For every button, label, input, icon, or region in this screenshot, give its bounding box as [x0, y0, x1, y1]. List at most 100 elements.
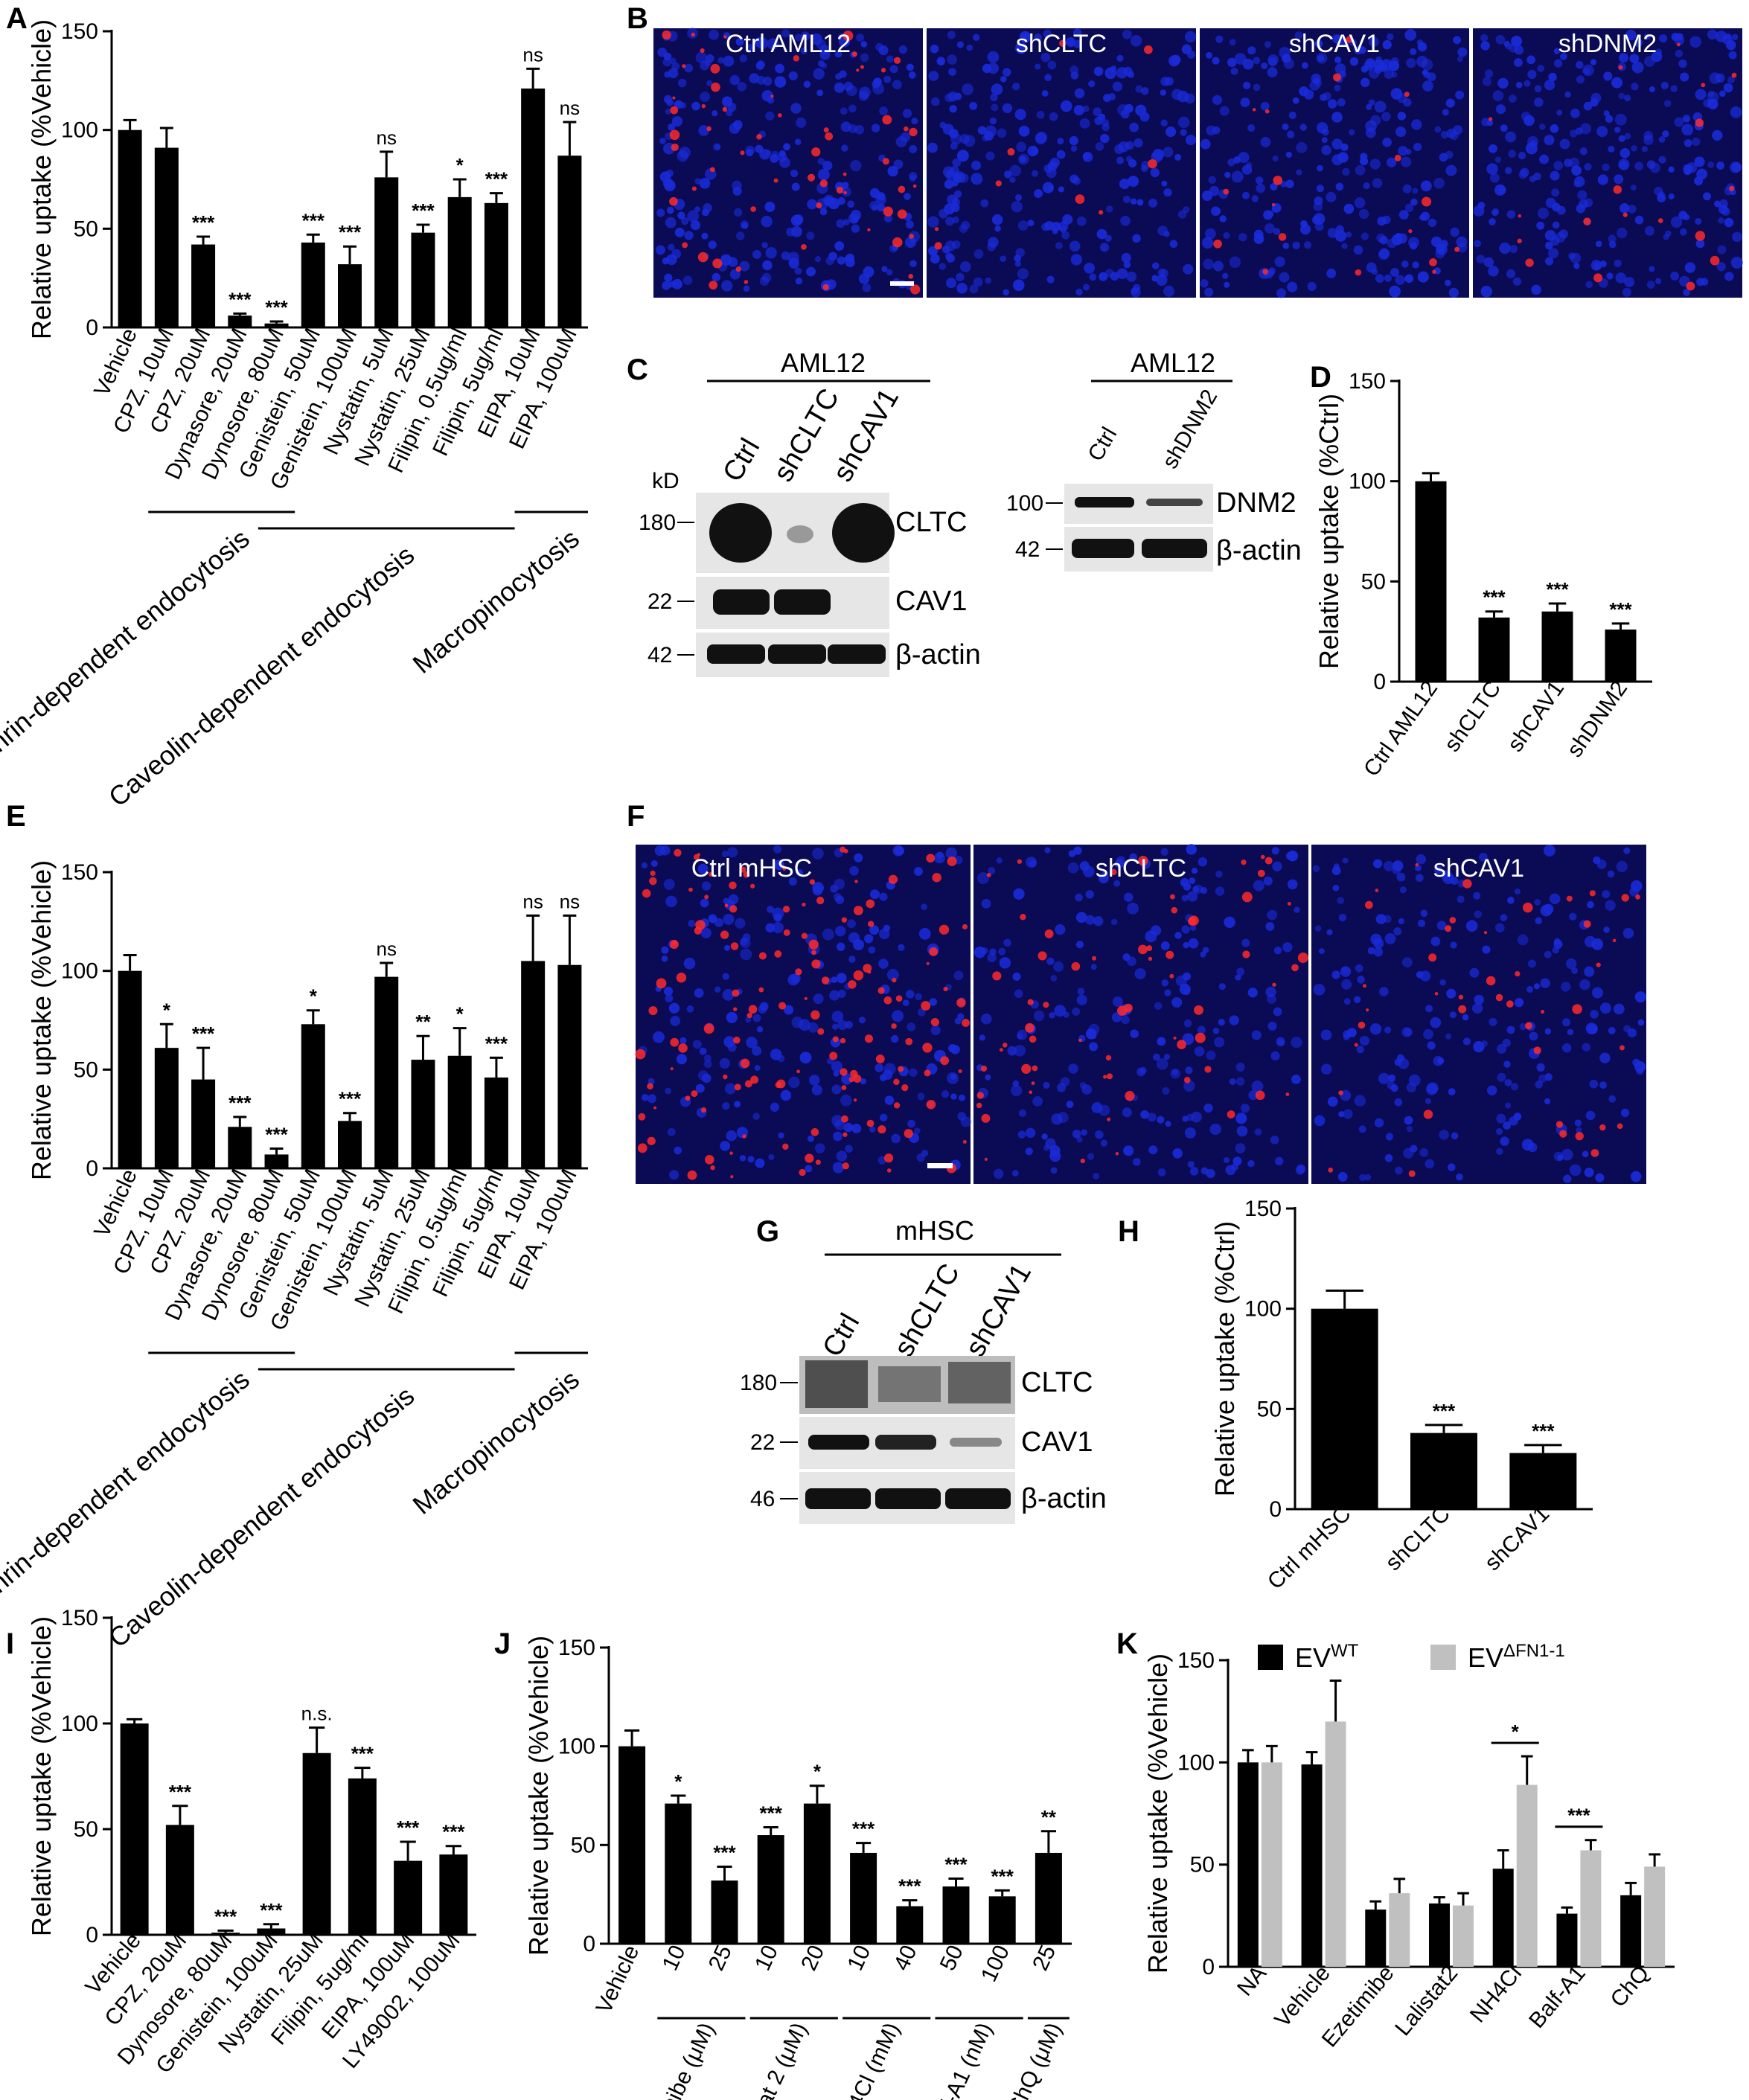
nucleus-dot [773, 845, 782, 854]
nucleus-dot [1314, 925, 1322, 932]
ev-signal-dot [758, 952, 767, 960]
ev-signal-dot [730, 1175, 734, 1179]
nucleus-dot [1204, 287, 1214, 297]
nucleus-dot [1256, 183, 1266, 193]
bar [988, 1896, 1016, 1944]
nucleus-dot [1607, 870, 1615, 878]
nucleus-dot [1403, 97, 1412, 107]
panel-letter-i: I [6, 1627, 14, 1660]
nucleus-dot [1509, 245, 1518, 254]
nucleus-dot [840, 107, 848, 115]
nucleus-dot [837, 196, 845, 205]
nucleus-dot [1375, 914, 1387, 925]
nucleus-dot [1200, 951, 1206, 958]
ev-signal-dot [883, 996, 892, 1005]
nucleus-dot [1619, 148, 1631, 159]
nucleus-dot [1177, 116, 1190, 129]
nucleus-dot [1373, 947, 1384, 957]
ev-signal-dot [810, 1128, 819, 1136]
ev-signal-dot [926, 961, 930, 966]
nucleus-dot [788, 71, 798, 81]
nucleus-dot [997, 128, 1007, 138]
ev-signal-dot [647, 1083, 653, 1089]
ev-signal-dot [740, 866, 746, 873]
nucleus-dot [1231, 170, 1244, 183]
bar [521, 88, 546, 328]
nucleus-dot [840, 121, 851, 132]
nucleus-dot [1189, 1167, 1199, 1176]
nucleus-dot [1204, 228, 1216, 240]
nucleus-dot [1123, 892, 1134, 903]
significance-label: ns [560, 97, 580, 119]
nucleus-dot [1312, 865, 1320, 873]
nucleus-dot [831, 1023, 839, 1030]
ev-signal-dot [1729, 185, 1735, 191]
nucleus-dot [1517, 934, 1529, 946]
nucleus-dot [1083, 865, 1095, 878]
nucleus-dot [1434, 126, 1442, 133]
nucleus-dot [905, 990, 915, 999]
nucleus-dot [945, 278, 957, 289]
ev-signal-dot [672, 96, 676, 100]
nucleus-dot [1340, 71, 1346, 78]
significance-label: ns [560, 890, 580, 912]
y-axis-title: Relative uptake (%Ctrl) [1209, 1221, 1240, 1496]
ev-signal-dot [1355, 269, 1362, 276]
nucleus-dot [1288, 111, 1296, 120]
nucleus-dot [1104, 234, 1112, 242]
ev-signal-dot [735, 266, 741, 272]
blot3-mw-0: 180 [740, 1371, 777, 1395]
nucleus-dot [1272, 156, 1279, 162]
bar [211, 1933, 240, 1935]
nucleus-dot [1675, 49, 1684, 58]
nucleus-dot [1058, 221, 1069, 231]
ev-signal-dot [756, 134, 762, 140]
nucleus-dot [1264, 223, 1275, 234]
nucleus-dot [1121, 1015, 1130, 1025]
nucleus-dot [1553, 1151, 1564, 1162]
nucleus-dot [1382, 39, 1392, 50]
nucleus-dot [1649, 86, 1656, 93]
nucleus-dot [1599, 1052, 1611, 1063]
ev-signal-dot [1171, 906, 1178, 914]
nucleus-dot [981, 898, 991, 909]
panel-f-micrographs: Ctrl mHSC shCLTC shCAV1 [635, 844, 1646, 1184]
nucleus-dot [1229, 39, 1236, 46]
nucleus-dot [1668, 166, 1675, 173]
nucleus-dot [1387, 33, 1394, 41]
nucleus-dot [1132, 1157, 1141, 1166]
nucleus-dot [854, 124, 865, 135]
nucleus-dot [653, 1031, 665, 1043]
ev-signal-dot [669, 129, 680, 141]
ev-signal-dot [909, 234, 914, 239]
nucleus-dot [1072, 28, 1082, 37]
ev-signal-dot [1695, 118, 1704, 127]
nucleus-dot [1582, 68, 1590, 75]
nucleus-dot [1387, 1081, 1395, 1090]
ev-signal-dot [750, 1075, 759, 1084]
nucleus-dot [1160, 89, 1167, 96]
nucleus-dot [1545, 257, 1554, 266]
nucleus-dot [1545, 241, 1553, 250]
nucleus-dot [878, 958, 889, 969]
nucleus-dot [1608, 1027, 1616, 1035]
nucleus-dot [1476, 255, 1486, 264]
nucleus-dot [1223, 231, 1230, 240]
ev-signal-dot [709, 281, 718, 290]
nucleus-dot [668, 281, 676, 288]
panel-letter-c: C [627, 353, 648, 386]
nucleus-dot [1227, 158, 1235, 167]
ev-signal-dot [649, 877, 657, 886]
nucleus-dot [1316, 185, 1325, 193]
nucleus-dot [1556, 109, 1563, 116]
nucleus-dot [1630, 185, 1637, 191]
y-axis-title: Relative uptake (%Vehicle) [1142, 1654, 1173, 1973]
nucleus-dot [850, 160, 862, 172]
nucleus-dot [684, 63, 694, 73]
nucleus-dot [1197, 1025, 1206, 1034]
nucleus-dot [1680, 72, 1689, 82]
nucleus-dot [1488, 144, 1497, 153]
nucleus-dot [1327, 99, 1337, 109]
nucleus-dot [668, 123, 676, 131]
nucleus-dot [1180, 129, 1187, 136]
